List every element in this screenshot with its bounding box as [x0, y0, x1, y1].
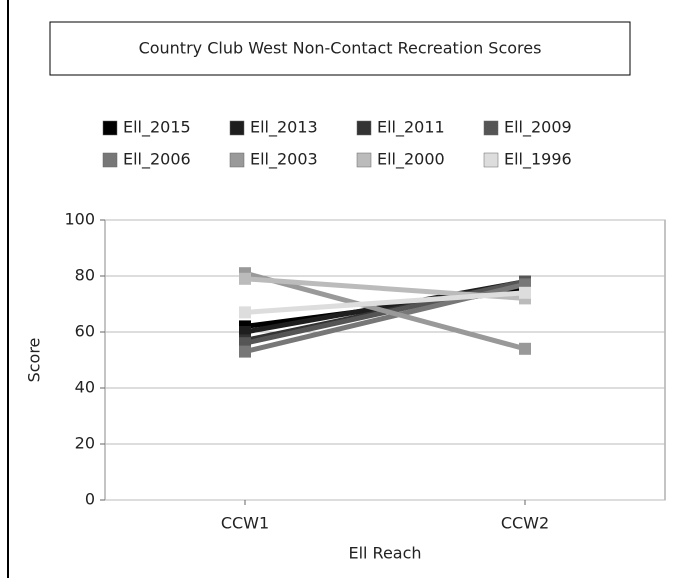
legend-label: Ell_2015: [123, 118, 191, 138]
x-tick-label: CCW1: [221, 514, 269, 533]
y-tick-label: 0: [85, 490, 95, 509]
y-tick-label: 40: [75, 378, 95, 397]
series-line: [244, 290, 526, 315]
point-marker: [239, 306, 251, 319]
point-marker: [519, 342, 531, 355]
y-tick-label: 60: [75, 322, 95, 341]
plot-area: [104, 219, 666, 501]
legend-swatch: [229, 120, 245, 136]
legend-swatch: [356, 120, 372, 136]
y-tick-label: 20: [75, 434, 95, 453]
point-marker: [519, 286, 531, 299]
y-axis-label: Score: [25, 338, 44, 383]
point-marker: [239, 272, 251, 285]
legend-label: Ell_2006: [123, 150, 191, 170]
legend-swatch: [102, 120, 118, 136]
legend-swatch: [229, 152, 245, 168]
legend-swatch: [356, 152, 372, 168]
series-line: [244, 270, 526, 352]
legend-label: Ell_2009: [504, 118, 572, 138]
x-tick-label: CCW2: [501, 514, 549, 533]
legend-swatch: [483, 152, 499, 168]
chart-title: Country Club West Non-Contact Recreation…: [139, 39, 542, 58]
y-tick-label: 100: [64, 210, 95, 229]
legend-swatch: [483, 120, 499, 136]
legend-label: Ell_2003: [250, 150, 318, 170]
x-axis-label: Ell Reach: [348, 544, 421, 563]
title-box: [49, 21, 631, 76]
legend-label: Ell_2013: [250, 118, 318, 138]
point-marker: [239, 345, 251, 358]
legend-label: Ell_2000: [377, 150, 445, 170]
legend-label: Ell_1996: [504, 150, 572, 170]
y-tick-label: 80: [75, 266, 95, 285]
legend-label: Ell_2011: [377, 118, 445, 138]
legend-swatch: [102, 152, 118, 168]
